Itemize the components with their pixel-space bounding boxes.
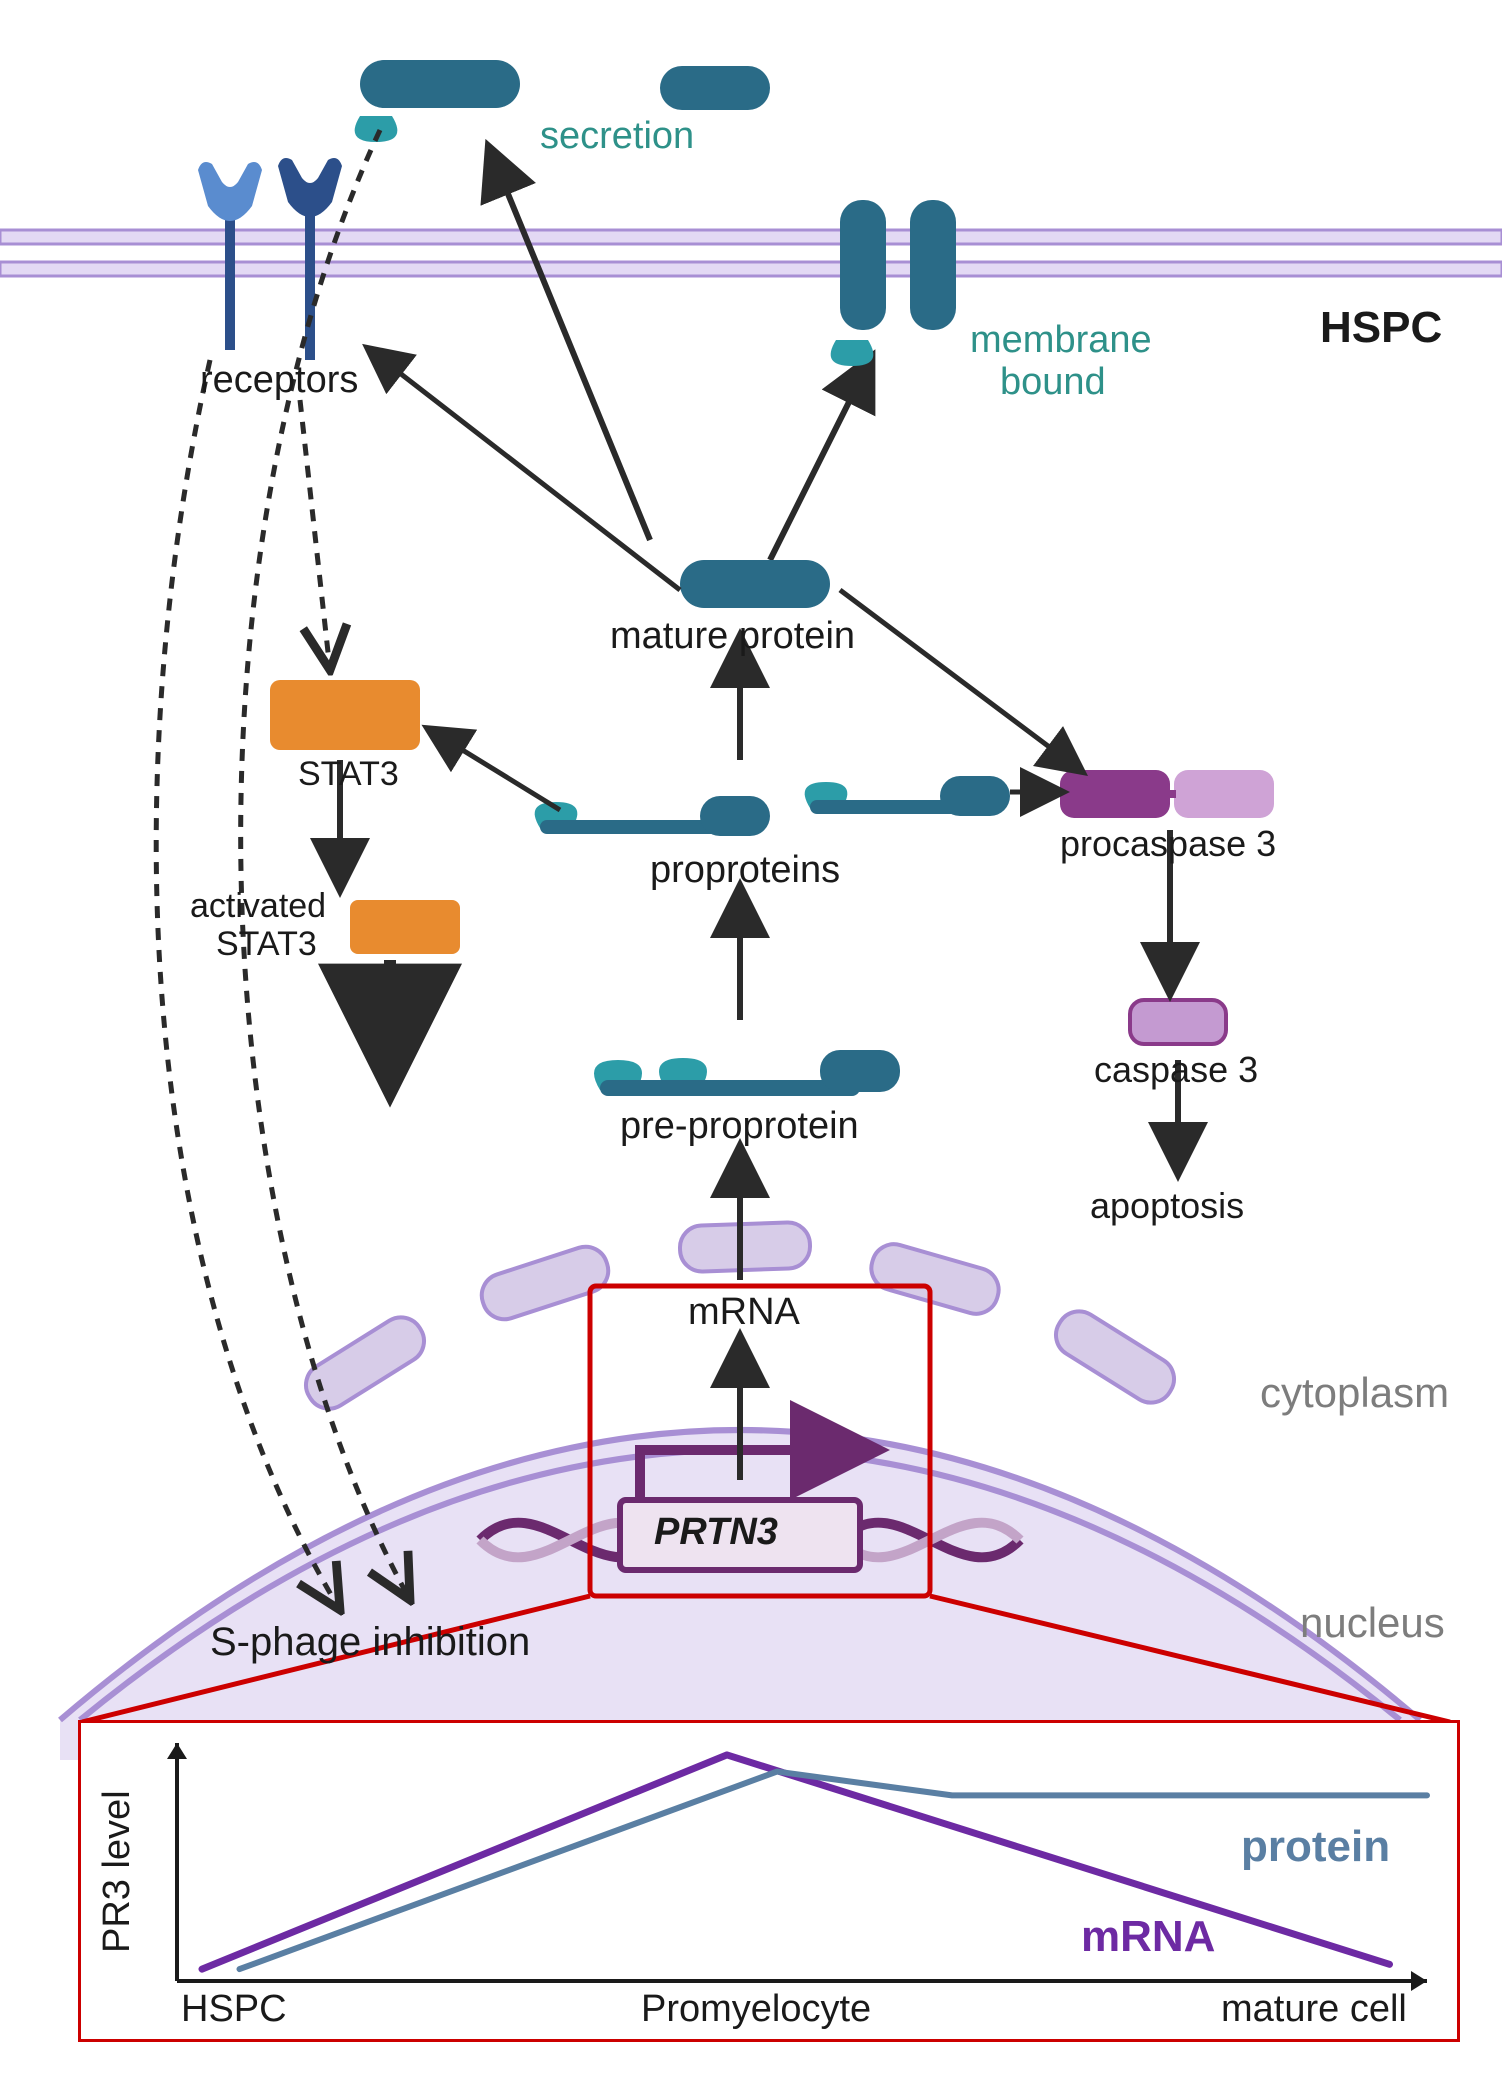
- label-sphase: S-phage inhibition: [210, 1620, 530, 1664]
- label-activated-2: STAT3: [216, 926, 317, 963]
- label-receptors: receptors: [200, 360, 358, 402]
- chart-series-mrna-label: mRNA: [1081, 1913, 1215, 1961]
- label-mrna: mRNA: [688, 1292, 800, 1334]
- label-membrane-bound-1: membrane: [970, 320, 1152, 362]
- label-secretion: secretion: [540, 116, 694, 158]
- chart-xlabel-1: Promyelocyte: [641, 1989, 871, 2031]
- label-hspc: HSPC: [1320, 304, 1442, 352]
- label-stat3: STAT3: [298, 756, 399, 793]
- label-apoptosis: apoptosis: [1090, 1186, 1244, 1226]
- label-preproprotein: pre-proprotein: [620, 1106, 859, 1148]
- chart-xlabel-2: mature cell: [1221, 1989, 1407, 2031]
- chart-xlabel-0: HSPC: [181, 1989, 287, 2031]
- label-membrane-bound-2: bound: [1000, 362, 1106, 404]
- stat3-path: [270, 680, 460, 1050]
- label-caspase3: caspase 3: [1094, 1050, 1258, 1090]
- label-cytoplasm: cytoplasm: [1260, 1370, 1449, 1416]
- chart-series-protein-label: protein: [1241, 1823, 1390, 1871]
- label-proproteins: proproteins: [650, 850, 840, 892]
- label-procaspase3: procaspase 3: [1060, 824, 1276, 864]
- label-mature-protein: mature protein: [610, 616, 855, 658]
- receptors: [198, 150, 342, 360]
- label-nucleus: nucleus: [1300, 1600, 1445, 1646]
- label-gene: PRTN3: [654, 1512, 778, 1554]
- expression-chart: PR3 level HSPC Promyelocyte mature cell …: [78, 1720, 1460, 2042]
- chart-ylabel: PR3 level: [97, 1790, 139, 1953]
- diagram-canvas: secretion receptors HSPC membrane bound …: [0, 0, 1502, 2076]
- label-activated-1: activated: [190, 888, 326, 925]
